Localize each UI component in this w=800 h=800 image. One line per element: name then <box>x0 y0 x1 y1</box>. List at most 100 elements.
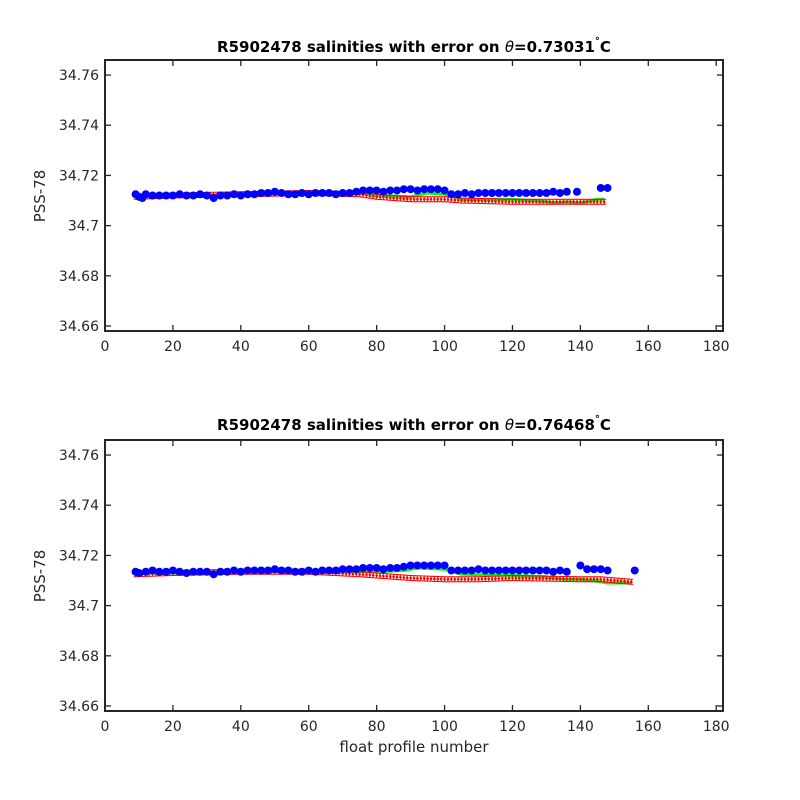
raw-salinity-point <box>515 566 524 575</box>
calibrated-point <box>433 197 436 201</box>
calibrated-point <box>409 576 412 580</box>
calibrated-point <box>388 196 392 200</box>
raw-salinity-point <box>338 188 347 197</box>
calibrated-point <box>602 578 606 581</box>
raw-salinity-point <box>236 191 245 200</box>
raw-salinity-point <box>379 565 388 574</box>
calibrated-point <box>487 577 491 581</box>
calibrated-point <box>368 573 372 577</box>
calibrated-point <box>453 198 457 202</box>
x-tick-label: 40 <box>232 719 250 735</box>
calibrated-point <box>388 575 392 578</box>
x-tick-label: 140 <box>567 339 594 355</box>
raw-salinity-point <box>250 190 259 199</box>
bottom-panel-title: R5902478 salinities with error on θ=0.76… <box>217 414 611 434</box>
raw-salinity-point <box>474 188 483 197</box>
calibrated-point <box>497 577 501 580</box>
raw-salinity-point <box>318 188 327 197</box>
raw-salinity-point <box>556 566 565 575</box>
raw-salinity-point <box>460 566 469 575</box>
y-tick-label: 34.76 <box>59 448 99 464</box>
raw-salinity-point <box>393 563 402 572</box>
calibrated-point <box>450 577 453 581</box>
raw-salinity-point <box>168 566 177 575</box>
calibrated-point <box>524 200 528 204</box>
calibrated-point <box>439 197 443 201</box>
calibrated-point <box>473 577 477 581</box>
raw-salinity-point <box>372 186 381 195</box>
raw-salinity-point <box>399 185 408 194</box>
raw-salinity-point <box>542 188 551 197</box>
x-tick-label: 80 <box>368 719 386 735</box>
calibrated-point <box>562 200 565 204</box>
calibrated-point <box>429 577 433 581</box>
calibrated-point <box>545 577 548 580</box>
raw-salinity-point <box>467 566 476 575</box>
raw-salinity-point <box>488 188 497 197</box>
raw-salinity-point <box>494 566 503 575</box>
calibrated-point <box>371 194 375 198</box>
raw-salinity-point <box>454 566 463 575</box>
raw-salinity-point <box>304 190 313 199</box>
raw-salinity-point <box>148 191 157 200</box>
calibrated-point <box>365 573 368 577</box>
calibrated-point <box>585 577 589 581</box>
calibrated-point <box>507 200 511 203</box>
calibrated-point <box>446 198 450 201</box>
calibrated-point <box>443 197 446 201</box>
calibrated-point <box>405 197 409 201</box>
raw-salinity-point <box>406 185 415 194</box>
bottom-salinity-panel: R5902478 salinities with error on θ=0.76… <box>31 414 730 756</box>
raw-salinity-point <box>494 188 503 197</box>
raw-salinity-point <box>372 563 381 572</box>
calibrated-point <box>484 199 487 203</box>
calibrated-point <box>606 578 609 582</box>
raw-salinity-point <box>399 562 408 571</box>
calibrated-point <box>511 576 514 580</box>
top-panel-title: R5902478 salinities with error on θ=0.73… <box>217 36 611 56</box>
x-tick-label: 20 <box>164 339 182 355</box>
calibrated-point <box>446 577 450 581</box>
raw-salinity-point <box>359 563 368 572</box>
raw-salinity-point <box>168 191 177 200</box>
raw-salinity-point <box>352 187 361 196</box>
raw-salinity-point <box>338 565 347 574</box>
raw-salinity-point <box>243 190 252 199</box>
raw-salinity-point <box>447 190 456 199</box>
raw-salinity-point <box>162 567 171 576</box>
raw-salinity-point <box>182 568 191 577</box>
raw-salinity-point <box>413 561 422 570</box>
calibrated-point <box>416 197 419 201</box>
calibrated-point <box>572 577 575 581</box>
calibrated-point <box>433 577 436 581</box>
raw-salinity-point <box>603 183 612 192</box>
calibrated-point <box>609 578 613 582</box>
calibrated-point <box>568 200 572 204</box>
raw-salinity-point <box>460 188 469 197</box>
calibrated-point <box>497 200 501 203</box>
calibrated-point <box>619 579 623 583</box>
calibrated-point <box>429 197 433 201</box>
calibrated-point <box>473 199 477 203</box>
calibrated-point <box>582 200 586 204</box>
calibrated-point <box>507 576 511 580</box>
raw-salinity-point <box>508 188 517 197</box>
raw-salinity-point <box>420 185 429 194</box>
raw-salinity-point <box>522 188 531 197</box>
raw-salinity-point <box>216 567 225 576</box>
calibrated-point <box>548 200 552 204</box>
calibrated-point <box>494 577 497 580</box>
raw-salinity-point <box>522 566 531 575</box>
raw-salinity-point <box>155 567 164 576</box>
calibrated-point <box>534 577 538 580</box>
raw-salinity-point <box>304 566 313 575</box>
calibrated-point <box>589 577 592 581</box>
raw-salinity-point <box>556 188 565 197</box>
calibrated-point <box>399 197 402 200</box>
calibrated-point <box>572 200 575 204</box>
calibrated-point <box>517 576 521 580</box>
calibrated-point <box>443 577 446 581</box>
calibrated-point <box>412 197 416 201</box>
raw-salinity-point <box>576 561 585 570</box>
